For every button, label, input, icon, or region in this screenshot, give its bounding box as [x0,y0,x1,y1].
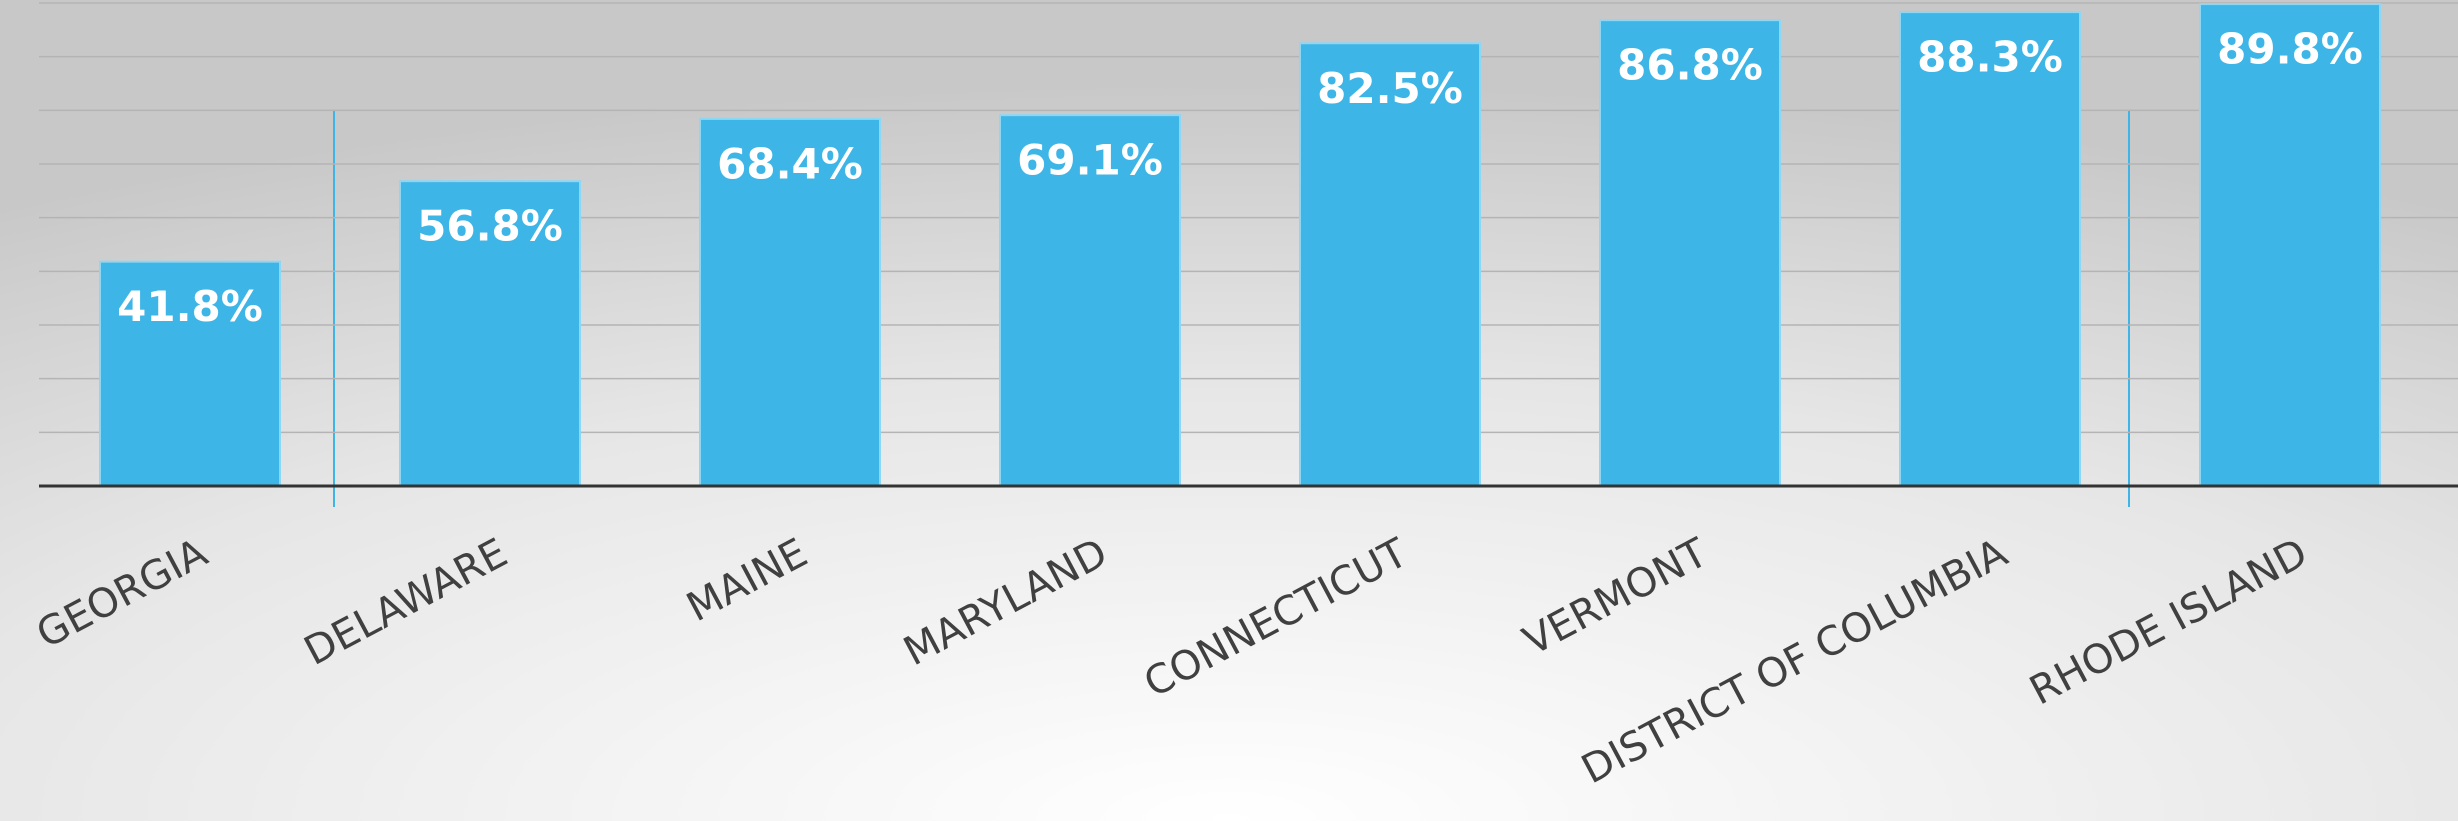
value-label: 68.4% [717,139,863,188]
bar [1299,42,1481,487]
bar [99,260,281,487]
value-label: 86.8% [1617,41,1763,90]
bar [399,180,581,487]
value-label: 56.8% [417,202,563,251]
value-label: 82.5% [1317,64,1463,113]
bar [2199,3,2381,487]
bar [699,117,881,487]
value-label: 41.8% [117,282,263,331]
value-label: 88.3% [1917,33,2063,82]
bar [1599,19,1781,487]
bar [999,114,1181,487]
bar [1899,11,2081,488]
value-label: 89.8% [2217,25,2363,74]
value-label: 69.1% [1017,136,1163,185]
